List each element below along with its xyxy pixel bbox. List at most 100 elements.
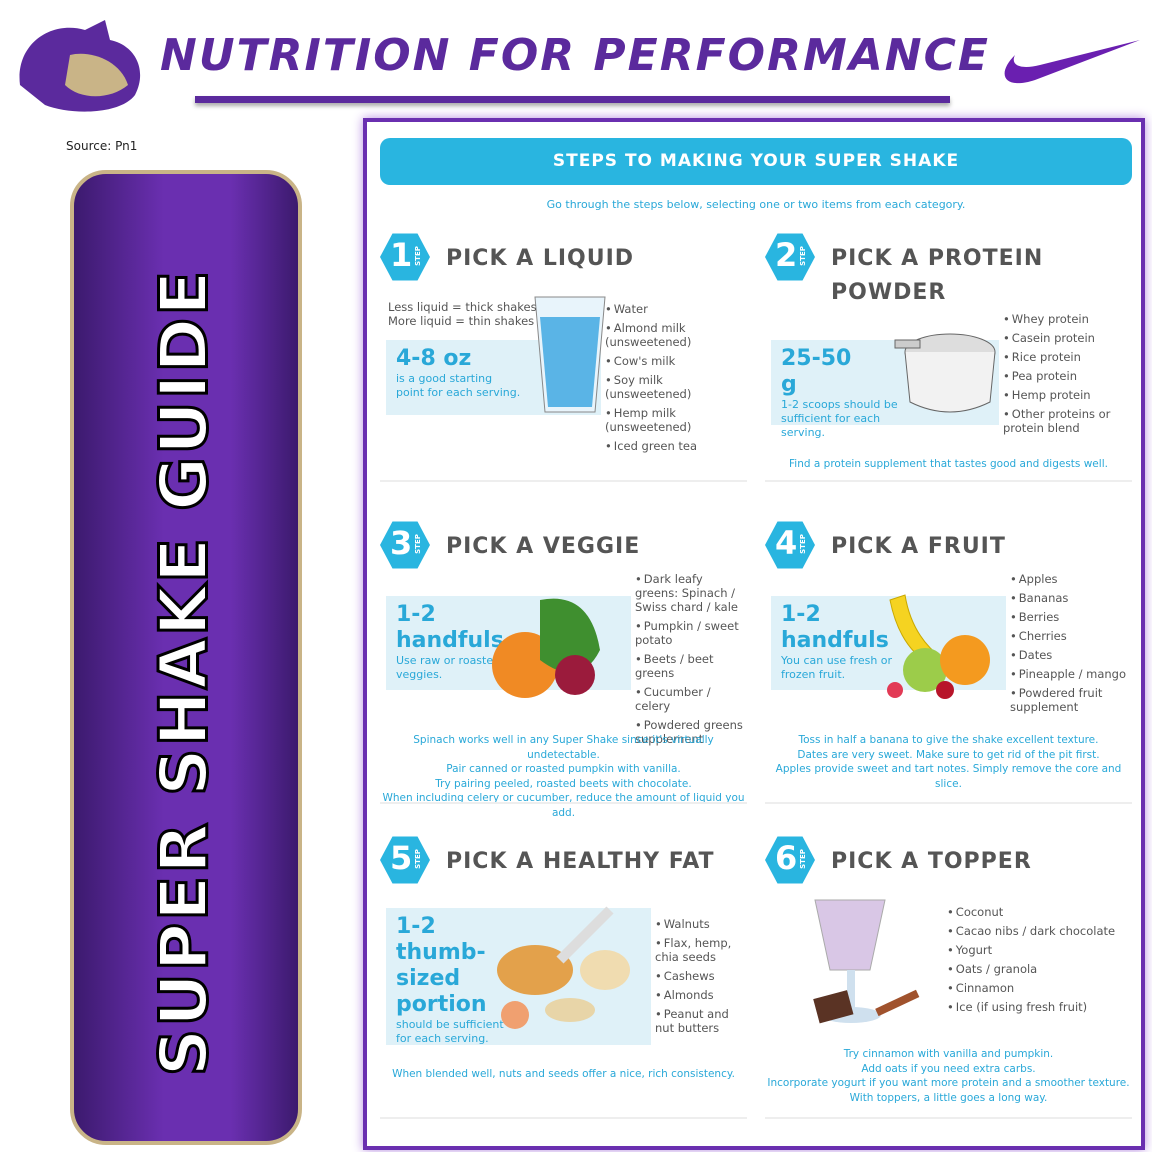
step-number: 1 bbox=[390, 236, 413, 274]
step-badge: 1 STEP bbox=[380, 233, 430, 281]
divider bbox=[380, 480, 747, 482]
item: Powdered fruit supplement bbox=[1010, 686, 1130, 714]
step-title: PICK A LIQUID bbox=[446, 246, 635, 271]
illustration bbox=[534, 296, 606, 413]
step-label: STEP bbox=[413, 246, 422, 266]
item: Whey protein bbox=[1003, 312, 1123, 326]
tip: Pair canned or roasted pumpkin with vani… bbox=[446, 763, 681, 775]
swoosh-logo bbox=[1004, 40, 1140, 84]
step-number: 6 bbox=[775, 839, 798, 877]
tip: Find a protein supplement that tastes go… bbox=[789, 458, 1108, 470]
item: Coconut bbox=[947, 905, 1127, 919]
step-label: STEP bbox=[798, 246, 807, 266]
amount: 1-2 thumb-sized portion bbox=[396, 914, 487, 1017]
illustration bbox=[492, 598, 600, 698]
item: Powdered greens supplement bbox=[635, 718, 745, 746]
illustration bbox=[894, 333, 996, 413]
item: Cinnamon bbox=[947, 981, 1127, 995]
step-number: 4 bbox=[775, 524, 798, 562]
divider bbox=[380, 1117, 747, 1119]
tip: Dates are very sweet. Make sure to get r… bbox=[797, 748, 1100, 761]
title-rule bbox=[195, 96, 950, 103]
item-list: Whey protein Casein protein Rice protein Pe… bbox=[1003, 312, 1123, 440]
tip: Try pairing peeled, roasted beets with c… bbox=[435, 777, 692, 790]
source: Source: Pn1 bbox=[66, 139, 138, 153]
tip: When blended well, nuts and seeds offer … bbox=[392, 1068, 735, 1080]
step-label: STEP bbox=[798, 534, 807, 554]
step-label: STEP bbox=[413, 534, 422, 554]
item-list: Apples Bananas Berries Cherries Dates Pineapp… bbox=[1010, 572, 1130, 719]
amount-note: should be sufficient for each serving. bbox=[396, 1018, 504, 1045]
page-title: NUTRITION FOR PERFORMANCE bbox=[160, 30, 990, 81]
step-number: 2 bbox=[775, 236, 798, 274]
amount: 4-8 oz bbox=[396, 346, 472, 371]
tip: Spinach works well in any Super Shake si… bbox=[413, 734, 714, 761]
step-title: PICK A HEALTHY FAT bbox=[446, 849, 715, 874]
item-list: Water Almond milk (unsweetened) Cow's milk… bbox=[605, 302, 745, 458]
item: Ice (if using fresh fruit) bbox=[947, 1000, 1127, 1014]
tips: When blended well, nuts and seeds offer … bbox=[380, 1067, 747, 1082]
banner: STEPS TO MAKING YOUR SUPER SHAKE bbox=[380, 138, 1132, 185]
item-list: Dark leafy greens: Spinach / Swiss chard… bbox=[635, 572, 745, 751]
tips: Try cinnamon with vanilla and pumpkin. Ad… bbox=[765, 1047, 1132, 1105]
item: Casein protein bbox=[1003, 331, 1123, 345]
tip: Add oats if you need extra carbs. bbox=[861, 1062, 1036, 1075]
step-label: STEP bbox=[798, 849, 807, 869]
item: Apples bbox=[1010, 572, 1130, 586]
divider bbox=[380, 802, 747, 804]
step-title: PICK A PROTEIN POWDER bbox=[831, 246, 1044, 305]
illustration bbox=[497, 906, 630, 1029]
step-title: PICK A TOPPER bbox=[831, 849, 1032, 874]
item: Cacao nibs / dark chocolate bbox=[947, 924, 1127, 938]
sidebar-title: SUPER SHAKE GUIDE bbox=[144, 267, 224, 1078]
item: Bananas bbox=[1010, 591, 1130, 605]
tip: Toss in half a banana to give the shake … bbox=[798, 734, 1099, 746]
item: Rice protein bbox=[1003, 350, 1123, 364]
item: Berries bbox=[1010, 610, 1130, 624]
amount-note: Use raw or roasted veggies. bbox=[396, 654, 501, 681]
item-list: Walnuts Flax, hemp, chia seeds Cashews Almo… bbox=[655, 917, 750, 1040]
item: Peanut and nut butters bbox=[655, 1007, 750, 1035]
logo bbox=[19, 20, 141, 112]
tips: Find a protein supplement that tastes go… bbox=[765, 457, 1132, 472]
amount-note: You can use fresh or frozen fruit. bbox=[781, 654, 893, 681]
amount: 1-2 handfuls bbox=[781, 602, 889, 653]
tip: Try cinnamon with vanilla and pumpkin. bbox=[843, 1048, 1054, 1060]
amount: 25-50 g bbox=[781, 346, 852, 397]
tip: Incorporate yogurt if you want more prot… bbox=[767, 1077, 1130, 1089]
divider bbox=[765, 480, 1132, 482]
item: Pea protein bbox=[1003, 369, 1123, 383]
side-note: Less liquid = thick shakes bbox=[388, 300, 537, 314]
amount-note: 1-2 scoops should be sufficient for each… bbox=[781, 398, 898, 439]
side-note: More liquid = thin shakes bbox=[388, 314, 535, 328]
sidebar: SUPER SHAKE GUIDE bbox=[70, 170, 302, 1145]
item: Cherries bbox=[1010, 629, 1130, 643]
item-list: Coconut Cacao nibs / dark chocolate Yogurt… bbox=[947, 905, 1127, 1019]
divider bbox=[765, 802, 1132, 804]
step-title: PICK A VEGGIE bbox=[446, 534, 641, 559]
item: Flax, hemp, chia seeds bbox=[655, 936, 750, 964]
amount-note: is a good starting point for each servin… bbox=[396, 372, 521, 399]
item: Walnuts bbox=[655, 917, 750, 931]
guide-panel bbox=[363, 118, 1145, 1150]
item: Iced green tea bbox=[605, 439, 745, 453]
item: Yogurt bbox=[947, 943, 1127, 957]
item: Almond milk (unsweetened) bbox=[605, 321, 745, 349]
divider bbox=[765, 1117, 1132, 1119]
tips: Spinach works well in any Super Shake si… bbox=[380, 733, 747, 820]
tip: When including celery or cucumber, reduc… bbox=[382, 792, 745, 819]
tips: Toss in half a banana to give the shake … bbox=[765, 733, 1132, 791]
item: Cow's milk bbox=[605, 354, 745, 368]
step-label: STEP bbox=[413, 849, 422, 869]
item: Almonds bbox=[655, 988, 750, 1002]
item: Water bbox=[605, 302, 745, 316]
item: Pineapple / mango bbox=[1010, 667, 1130, 681]
illustration bbox=[813, 899, 920, 1024]
item: Oats / granola bbox=[947, 962, 1127, 976]
item: Dates bbox=[1010, 648, 1130, 662]
illustration bbox=[887, 594, 990, 699]
tip: Apples provide sweet and tart notes. Sim… bbox=[775, 763, 1122, 790]
item: Cucumber / celery bbox=[635, 685, 745, 713]
tip: With toppers, a little goes a long way. bbox=[849, 1091, 1048, 1104]
